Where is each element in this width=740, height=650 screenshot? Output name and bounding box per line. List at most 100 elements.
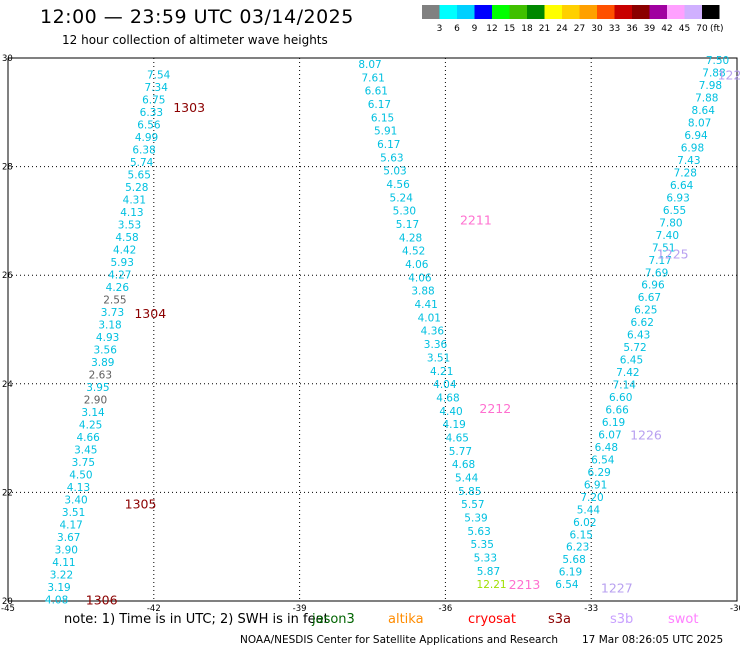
- wave-height-label: 4.04: [433, 379, 457, 391]
- wave-height-label: 5.93: [111, 257, 134, 269]
- wave-height-label: 7.69: [645, 267, 668, 279]
- latitude-tick-label: 26: [2, 271, 13, 281]
- scale-tick-label: 30: [591, 24, 603, 34]
- wave-height-label: 6.62: [631, 317, 654, 329]
- scale-swatch: [684, 5, 702, 19]
- scale-tick-label: 33: [609, 24, 620, 34]
- wave-height-label: 8.07: [688, 118, 711, 130]
- wave-height-label: 4.58: [115, 232, 138, 244]
- latitude-tick-label: 28: [2, 163, 13, 173]
- wave-height-label: 6.48: [595, 442, 618, 454]
- scale-swatch: [544, 5, 562, 19]
- wave-height-label: 4.93: [96, 332, 119, 344]
- pass-time-label: 1225: [657, 246, 689, 261]
- wave-height-label: 7.20: [580, 492, 603, 504]
- wave-height-label: 4.99: [135, 132, 158, 144]
- wave-height-label: 4.06: [405, 259, 429, 271]
- satellite-track: 7.507.887.987.888.648.076.946.987.437.28…: [555, 55, 740, 595]
- wave-height-label: 5.63: [467, 526, 490, 538]
- wave-height-label: 7.54: [147, 69, 171, 81]
- scale-swatch: [509, 5, 527, 19]
- scale-swatch: [527, 5, 545, 19]
- wave-height-label: 7.50: [706, 55, 729, 67]
- map-frame: [7, 57, 738, 602]
- longitude-tick-label: -36: [438, 604, 452, 614]
- wave-height-label: 6.96: [641, 280, 665, 292]
- wave-height-label: 4.11: [52, 557, 75, 569]
- wave-height-label: 6.98: [681, 143, 704, 155]
- wave-height-label: 3.56: [94, 344, 118, 356]
- satellite-track: 8.077.616.616.176.155.916.175.635.034.56…: [358, 59, 540, 592]
- legend-cryosat: cryosat: [468, 612, 516, 627]
- scale-swatch: [702, 5, 720, 19]
- wave-height-label: 2.55: [103, 294, 126, 306]
- wave-height-label: 3.18: [98, 319, 121, 331]
- latitude-tick-label: 24: [2, 380, 13, 390]
- wave-height-label: 5.77: [449, 446, 472, 458]
- satellite-tracks: 7.547.346.756.336.564.996.385.745.655.28…: [45, 55, 740, 607]
- wave-height-label: 5.35: [471, 539, 494, 551]
- pass-time-label: 1306: [86, 592, 118, 607]
- wave-height-label: 6.17: [368, 99, 391, 111]
- wave-height-label: 6.75: [142, 94, 165, 106]
- wave-height-label: 4.31: [123, 194, 146, 206]
- wave-height-label: 5.72: [623, 342, 646, 354]
- scale-swatch: [579, 5, 597, 19]
- scale-tick-label: 39: [644, 24, 656, 34]
- wave-height-label: 6.66: [605, 405, 629, 417]
- scale-tick-label: 27: [574, 24, 585, 34]
- wave-height-label: 7.34: [145, 82, 169, 94]
- pass-time-label: 1305: [125, 496, 157, 511]
- scale-tick-label: 24: [556, 24, 568, 34]
- pass-time-label: 2213: [509, 577, 541, 592]
- scale-tick-label: 18: [521, 24, 533, 34]
- latitude-tick-label: 22: [2, 488, 13, 498]
- wave-height-label: 6.15: [570, 529, 593, 541]
- wave-height-label: 3.73: [101, 307, 124, 319]
- scale-swatch: [614, 5, 632, 19]
- scale-tick-label: 42: [661, 24, 672, 34]
- wave-height-label: 6.43: [627, 330, 650, 342]
- wave-height-label: 4.68: [452, 459, 475, 471]
- wave-height-label: 7.14: [613, 380, 637, 392]
- wave-height-label: 4.17: [59, 519, 82, 531]
- wave-height-label: 12.21: [477, 579, 507, 591]
- scale-swatch: [667, 5, 685, 19]
- credit-line: NOAA/NESDIS Center for Satellite Applica…: [240, 634, 558, 646]
- wave-height-label: 6.94: [684, 130, 708, 142]
- wave-height-label: 4.01: [418, 312, 441, 324]
- wave-height-label: 6.25: [634, 305, 657, 317]
- wave-height-label: 5.28: [125, 182, 148, 194]
- wave-height-label: 5.91: [374, 126, 397, 138]
- wave-height-color-scale: 3 6 9 12 15 18 21 24 27 30 33 36 39 42 45 70 (ft): [422, 5, 724, 34]
- wave-height-label: 6.02: [573, 517, 596, 529]
- wave-height-label: 3.90: [55, 544, 78, 556]
- wave-height-label: 6.64: [670, 180, 694, 192]
- wave-height-label: 4.27: [108, 269, 131, 281]
- wave-height-label: 3.75: [72, 457, 95, 469]
- wave-height-label: 3.95: [86, 382, 109, 394]
- pass-time-label: 1227: [601, 580, 633, 595]
- wave-height-label: 3.51: [62, 507, 85, 519]
- pass-time-label: 2212: [479, 401, 511, 416]
- wave-height-label: 4.42: [113, 244, 136, 256]
- scale-tick-label: 3: [437, 24, 443, 34]
- wave-height-label: 7.43: [677, 155, 700, 167]
- wave-height-label: 7.80: [659, 217, 682, 229]
- wave-height-label: 6.29: [587, 467, 610, 479]
- scale-swatch: [597, 5, 615, 19]
- wave-height-label: 7.17: [648, 255, 671, 267]
- scale-swatch: [632, 5, 650, 19]
- legend-s3b: s3b: [610, 612, 634, 627]
- wave-height-label: 3.89: [91, 357, 114, 369]
- wave-height-label: 4.28: [399, 232, 422, 244]
- wave-height-label: 4.66: [76, 432, 100, 444]
- wave-height-label: 3.40: [64, 494, 87, 506]
- wave-height-label: 3.22: [50, 569, 73, 581]
- wave-height-label: 4.50: [69, 469, 92, 481]
- scale-swatch: [492, 5, 510, 19]
- scale-swatch: [562, 5, 580, 19]
- wave-height-label: 7.88: [702, 68, 725, 80]
- wave-height-label: 4.21: [430, 366, 453, 378]
- scale-tick-label: 9: [472, 24, 478, 34]
